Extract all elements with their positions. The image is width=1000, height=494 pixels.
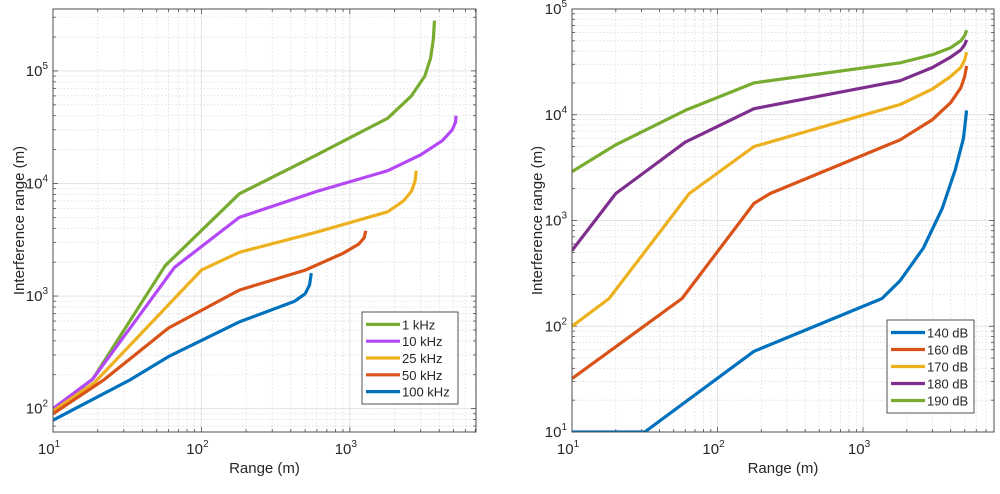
legend-label: 170 dB (927, 360, 968, 375)
x-axis-label: Range (m) (229, 460, 300, 477)
x-tick-exponent: 3 (351, 439, 357, 450)
series-line-25-khz (53, 170, 418, 413)
y-tick-label: 104 (26, 174, 49, 193)
y-axis-label: Interference range (m) (529, 146, 546, 295)
y-tick-exponent: 4 (561, 105, 567, 116)
series-line-160-db (572, 65, 969, 380)
x-tick-base: 10 (38, 441, 55, 458)
series-line-10-khz (53, 115, 458, 410)
legend-item: 25 kHz (366, 351, 442, 366)
y-tick-exponent: 3 (42, 286, 48, 297)
series-line-100-khz (53, 272, 313, 422)
y-tick-base: 10 (26, 176, 43, 193)
y-tick-label: 104 (545, 105, 568, 124)
y-tick-label: 102 (545, 316, 568, 335)
y-tick-base: 10 (26, 288, 43, 305)
series-line-1-khz (53, 20, 437, 411)
x-tick-label: 103 (335, 439, 358, 458)
legend-label: 180 dB (927, 377, 968, 392)
x-tick-base: 10 (702, 441, 719, 458)
y-tick-label: 103 (26, 286, 49, 305)
x-tick-exponent: 1 (55, 439, 61, 450)
x-axis-label: Range (m) (748, 460, 819, 477)
legend-label: 1 kHz (402, 317, 435, 332)
legend-item: 1 kHz (366, 317, 435, 332)
x-tick-base: 10 (557, 441, 574, 458)
y-tick-base: 10 (545, 318, 562, 335)
y-tick-exponent: 2 (561, 316, 567, 327)
y-tick-base: 10 (545, 107, 562, 124)
x-tick-exponent: 2 (203, 439, 209, 450)
y-tick-label: 105 (26, 61, 49, 80)
y-tick-base: 10 (26, 63, 43, 80)
legend-item: 190 dB (891, 394, 968, 409)
x-tick-label: 101 (38, 439, 61, 458)
legend-label: 10 kHz (402, 334, 442, 349)
series-line-190-db (572, 29, 969, 173)
x-tick-base: 10 (848, 441, 865, 458)
x-tick-label: 102 (702, 439, 725, 458)
series-line-50-khz (53, 230, 368, 416)
legend-item: 160 dB (891, 343, 968, 358)
legend-item: 100 kHz (366, 385, 450, 400)
y-tick-exponent: 4 (42, 174, 48, 185)
y-tick-label: 102 (26, 399, 49, 418)
y-tick-label: 101 (545, 422, 568, 441)
x-tick-label: 102 (186, 439, 209, 458)
y-tick-exponent: 5 (561, 0, 567, 10)
y-tick-base: 10 (545, 1, 562, 18)
x-tick-label: 101 (557, 439, 580, 458)
legend-item: 140 dB (891, 326, 968, 341)
legend-item: 50 kHz (366, 368, 442, 383)
y-tick-base: 10 (545, 424, 562, 441)
x-tick-base: 10 (335, 441, 352, 458)
y-tick-exponent: 5 (42, 61, 48, 72)
y-tick-exponent: 1 (561, 422, 567, 433)
y-axis-label: Interference range (m) (11, 146, 28, 295)
legend-item: 170 dB (891, 360, 968, 375)
x-tick-exponent: 3 (865, 439, 871, 450)
legend: 1 kHz 10 kHz 25 kHz 50 kHz 100 kHz (361, 311, 459, 405)
legend-label: 100 kHz (402, 385, 450, 400)
grid (52, 9, 476, 432)
axes-box (52, 8, 477, 433)
legend-label: 140 dB (927, 326, 968, 341)
legend-label: 160 dB (927, 343, 968, 358)
y-tick-label: 105 (545, 0, 568, 18)
axes-box (571, 8, 995, 433)
series-line-140-db (572, 110, 969, 432)
legend-label: 25 kHz (402, 351, 442, 366)
y-tick-exponent: 3 (561, 211, 567, 222)
y-tick-base: 10 (545, 213, 562, 230)
series-group (572, 29, 969, 432)
series-line-170-db (572, 51, 969, 328)
x-tick-exponent: 2 (719, 439, 725, 450)
x-tick-label: 103 (848, 439, 871, 458)
series-group (53, 20, 458, 422)
legend-label: 50 kHz (402, 368, 442, 383)
legend-item: 180 dB (891, 377, 968, 392)
x-tick-base: 10 (186, 441, 203, 458)
legend-label: 190 dB (927, 394, 968, 409)
series-line-180-db (572, 39, 969, 252)
y-tick-base: 10 (26, 401, 43, 418)
y-tick-label: 103 (545, 211, 568, 230)
x-tick-exponent: 1 (574, 439, 580, 450)
legend: 140 dB 160 dB 170 dB 180 dB 190 dB (886, 319, 975, 414)
y-tick-exponent: 2 (42, 399, 48, 410)
legend-item: 10 kHz (366, 334, 442, 349)
